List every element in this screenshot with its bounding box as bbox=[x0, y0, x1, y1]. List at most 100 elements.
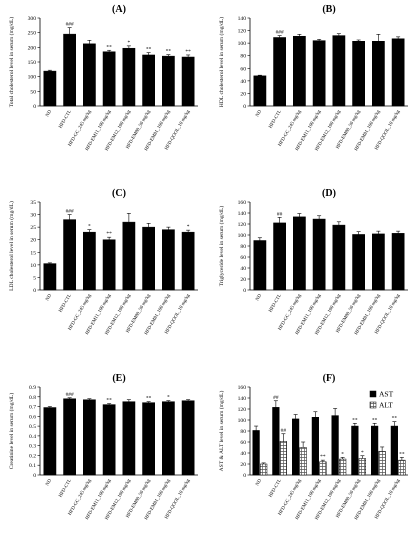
alt-bar bbox=[358, 458, 366, 476]
x-tick-label: ND bbox=[255, 109, 263, 118]
x-tick-label: HFD-CTL bbox=[58, 109, 72, 129]
y-tick-label: 0.2 bbox=[29, 453, 36, 459]
y-tick-label: 60 bbox=[240, 255, 246, 261]
y-tick-label: 20 bbox=[240, 91, 246, 97]
y-tick-label: 100 bbox=[238, 418, 247, 424]
significance-mark: * bbox=[128, 40, 131, 46]
significance-mark: ** bbox=[146, 396, 152, 402]
data-bar bbox=[83, 399, 96, 476]
alt-bar bbox=[299, 447, 307, 476]
data-bar bbox=[352, 41, 365, 107]
chart-panel-4: (D) Triglyceride level in serum (mg/dL) 0 2… bbox=[218, 188, 408, 336]
significance-mark: ** bbox=[399, 451, 405, 457]
y-tick-label: 100 bbox=[238, 233, 247, 239]
legend: AST ALT bbox=[369, 390, 394, 410]
ast-bar bbox=[351, 425, 359, 476]
alt-bar bbox=[260, 463, 268, 476]
data-bar bbox=[181, 231, 195, 291]
y-tick-label: 300 bbox=[28, 16, 37, 22]
significance-mark: ** bbox=[372, 417, 378, 423]
data-bar bbox=[312, 218, 326, 291]
y-axis-label: Total cholesterol level in serum (mg/dL) bbox=[8, 17, 15, 108]
significance-mark: * bbox=[361, 450, 364, 456]
y-tick-label: 30 bbox=[30, 213, 36, 219]
data-bar bbox=[43, 70, 57, 107]
legend-swatch bbox=[369, 390, 377, 398]
x-tick-label: ND bbox=[255, 478, 263, 487]
data-bar bbox=[162, 55, 175, 107]
y-tick-label: 0.7 bbox=[29, 405, 36, 411]
legend-label: AST bbox=[379, 390, 394, 399]
panel-label: (A) bbox=[112, 4, 126, 15]
data-bar bbox=[122, 221, 136, 291]
y-tick-label: 20 bbox=[30, 238, 36, 244]
y-tick-label: 15 bbox=[30, 250, 36, 256]
significance-mark: ** bbox=[106, 398, 112, 404]
alt-bar bbox=[279, 441, 287, 476]
data-bar bbox=[273, 222, 286, 291]
ast-bar bbox=[331, 415, 339, 476]
y-tick-label: 140 bbox=[238, 16, 247, 22]
y-tick-label: 60 bbox=[240, 440, 246, 446]
y-tick-label: 120 bbox=[238, 407, 247, 413]
data-bar bbox=[181, 56, 195, 107]
legend-label: ALT bbox=[379, 401, 393, 410]
y-tick-label: 0 bbox=[243, 104, 246, 110]
data-bar bbox=[253, 75, 267, 107]
y-tick-label: 0.9 bbox=[29, 385, 36, 391]
data-bar bbox=[122, 47, 136, 107]
x-tick-label: ND bbox=[255, 293, 263, 302]
data-bar bbox=[372, 41, 385, 107]
data-bar bbox=[102, 51, 116, 107]
y-tick-label: 0.6 bbox=[29, 414, 36, 420]
data-bar bbox=[63, 33, 76, 107]
y-tick-label: 0 bbox=[243, 473, 246, 479]
y-tick-label: 0.4 bbox=[29, 434, 36, 440]
data-bar bbox=[83, 43, 96, 107]
significance-mark: ** bbox=[106, 44, 112, 50]
data-bar bbox=[63, 219, 76, 291]
data-bar bbox=[162, 229, 175, 291]
data-bar bbox=[83, 231, 96, 291]
x-tick-label: ND bbox=[45, 478, 53, 487]
x-tick-label: HFD-CTL bbox=[268, 293, 282, 313]
panel-label: (C) bbox=[112, 188, 126, 199]
panel-label: (F) bbox=[323, 373, 336, 384]
y-tick-label: 0 bbox=[33, 473, 36, 479]
panel-label: (B) bbox=[322, 4, 335, 15]
chart-panel-1: (A) Total cholesterol level in serum (mg/… bbox=[8, 4, 198, 152]
data-bar bbox=[391, 38, 405, 107]
y-tick-label: 160 bbox=[238, 385, 247, 391]
data-bar bbox=[332, 35, 346, 107]
significance-mark: ** bbox=[106, 231, 112, 237]
x-tick-label: HFD-CTL bbox=[58, 478, 72, 498]
data-bar bbox=[253, 240, 267, 291]
data-bar bbox=[372, 233, 385, 291]
significance-mark: * bbox=[167, 395, 170, 401]
y-tick-label: 80 bbox=[240, 54, 246, 60]
y-tick-label: 5 bbox=[33, 275, 36, 281]
y-axis-label: LDL cholesterol level in serum (mg/dL) bbox=[8, 201, 15, 291]
y-tick-label: 20 bbox=[240, 277, 246, 283]
x-tick-label: ND bbox=[45, 109, 53, 118]
significance-mark: * bbox=[341, 451, 344, 457]
data-bar bbox=[102, 404, 116, 476]
y-tick-label: 0.8 bbox=[29, 395, 36, 401]
chart-panel-3: (C) LDL cholesterol level in serum (mg/dL… bbox=[8, 188, 198, 336]
data-bar bbox=[102, 239, 116, 291]
y-tick-label: 80 bbox=[240, 429, 246, 435]
y-tick-label: 140 bbox=[238, 396, 247, 402]
x-tick-label: HFD-CTL bbox=[58, 293, 72, 313]
data-bar bbox=[352, 234, 365, 291]
ast-bar bbox=[272, 407, 280, 476]
x-tick-label: HFD-CTL bbox=[268, 109, 282, 129]
significance-mark: ## bbox=[281, 428, 287, 434]
y-tick-label: 60 bbox=[240, 66, 246, 72]
data-bar bbox=[293, 35, 306, 107]
significance-mark: ** bbox=[166, 49, 172, 55]
panel-label: (D) bbox=[322, 188, 336, 199]
data-bar bbox=[43, 407, 57, 476]
alt-bar bbox=[398, 459, 406, 476]
y-tick-label: 250 bbox=[28, 31, 37, 37]
significance-mark: ### bbox=[66, 22, 74, 28]
